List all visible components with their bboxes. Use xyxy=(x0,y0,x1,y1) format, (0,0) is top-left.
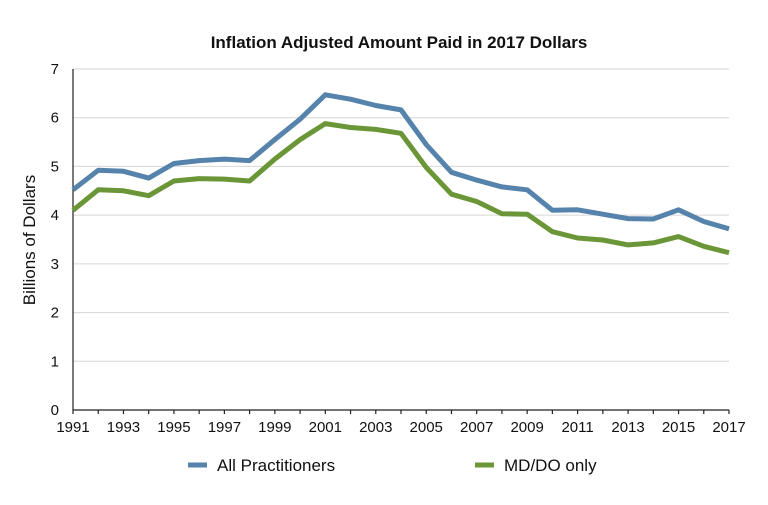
series-line-md-do-only xyxy=(71,121,730,256)
x-tick-label: 2015 xyxy=(662,419,695,436)
series-lines xyxy=(71,92,730,256)
x-tick-labels: 1991 1993 1995 1997 1999 2001 2003 2005 2007 2009… xyxy=(56,419,745,436)
x-tick-label: 2001 xyxy=(309,419,342,436)
y-tick-label: 0 xyxy=(51,402,59,419)
gridlines xyxy=(73,68,729,362)
axes xyxy=(72,69,730,414)
y-tick-label: 7 xyxy=(51,61,59,78)
x-tick-label: 1995 xyxy=(157,419,190,436)
y-tick-label: 2 xyxy=(51,305,59,322)
legend-label: MD/DO only xyxy=(504,456,597,475)
x-tick-label: 1997 xyxy=(208,419,241,436)
y-tick-label: 5 xyxy=(51,158,59,175)
y-tick-label: 1 xyxy=(51,353,59,370)
legend-label: All Practitioners xyxy=(217,456,335,475)
y-tick-label: 4 xyxy=(51,207,59,224)
y-tick-labels: 0 1 2 3 4 5 6 7 xyxy=(51,61,59,419)
legend: All Practitioners MD/DO only xyxy=(188,456,597,475)
x-tick-label: 1999 xyxy=(258,419,291,436)
x-tick-label: 2013 xyxy=(611,419,644,436)
x-tick-label: 2003 xyxy=(359,419,392,436)
y-axis-label: Billions of Dollars xyxy=(20,175,39,305)
x-tick-label: 2007 xyxy=(460,419,493,436)
x-tick-label: 2011 xyxy=(561,419,593,436)
y-tick-label: 3 xyxy=(51,256,59,273)
x-tick-label: 2017 xyxy=(712,419,745,436)
x-tick-label: 2009 xyxy=(510,419,543,436)
x-tick-label: 2005 xyxy=(410,419,443,436)
series-line-all-practitioners xyxy=(71,92,730,232)
x-tick-label: 1991 xyxy=(56,419,89,436)
x-tick-label: 1993 xyxy=(107,419,140,436)
y-tick-label: 6 xyxy=(51,110,59,127)
chart-title: Inflation Adjusted Amount Paid in 2017 D… xyxy=(211,33,588,52)
